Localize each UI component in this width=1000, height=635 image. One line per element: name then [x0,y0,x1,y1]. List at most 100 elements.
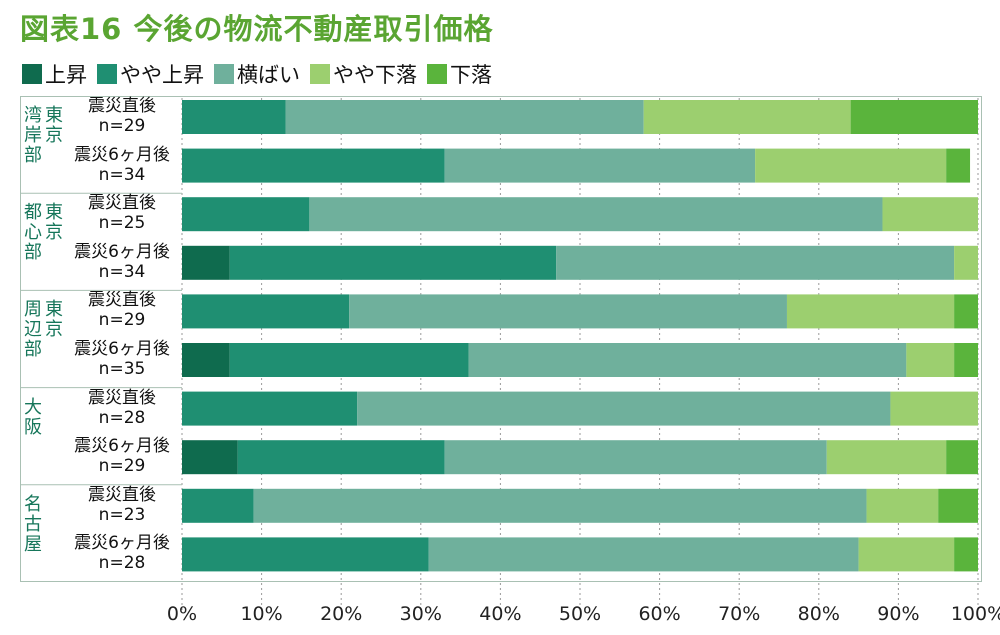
row-n-label: n=34 [98,261,146,282]
bar-segment [229,343,469,377]
bar-segment [237,440,445,475]
legend: 上昇 やや上昇 横ばい やや下落 下落 [22,60,502,88]
region-label: 湾岸部 [24,105,42,166]
legend-item-slight-rise: やや上昇 [97,59,204,89]
row-n-label: n=25 [98,213,146,234]
region-label: 名古屋 [24,493,42,555]
bar-segment [890,391,978,426]
bar-segment [285,100,644,134]
legend-swatch-slight-fall [310,64,330,84]
bar-segment [938,488,978,523]
x-tick-label: 40% [479,603,521,625]
x-tick-label: 90% [877,603,919,625]
row-period-label: 震災6ヶ月後 [74,144,170,165]
bar-segment [182,197,310,232]
row-period-label: 震災6ヶ月後 [74,339,170,359]
bar-segment [858,537,955,572]
x-tick-label: 0% [167,603,197,625]
bar-segment [182,294,350,329]
region-label: 都心部 [24,202,42,264]
bar-segment [428,537,859,572]
region-label-sub: 東京 [45,105,63,146]
row-label: 震災6ヶ月後 n=29 [62,436,182,476]
x-tick-label: 50% [559,603,601,625]
legend-swatch-fall [427,64,447,84]
x-tick-label: 20% [320,603,362,625]
bar-segment [182,488,254,523]
bar-segment [954,294,978,329]
row-label: 震災直後 n=29 [62,290,182,330]
region-label-sub: 東京 [45,299,63,341]
row-label: 震災6ヶ月後 n=34 [62,145,182,185]
x-tick-label: 10% [240,603,282,625]
bar-segment [182,391,358,426]
row-n-label: n=23 [98,504,146,525]
row-n-label: n=28 [98,553,146,574]
bar-segment [946,440,978,475]
region-label: 大阪 [24,396,42,438]
bar-segment [906,343,955,377]
row-label: 震災直後 n=23 [62,485,182,525]
bar-segment [182,148,445,183]
bar-segment [755,148,947,183]
bar-segment [882,197,978,232]
bar-segment [954,537,978,572]
row-label: 震災6ヶ月後 n=35 [62,339,182,379]
bar-segment [444,440,827,475]
bar-segment [357,391,891,426]
row-period-label: 震災直後 [88,484,156,505]
region-label: 周辺部 [24,299,42,361]
legend-item-slight-fall: やや下落 [310,59,417,89]
row-period-label: 震災6ヶ月後 [74,241,170,262]
legend-label-slight-rise: やや上昇 [120,63,204,87]
bar-segment [954,245,978,280]
bar-segment [468,343,907,377]
bar-segment [229,245,557,280]
legend-label-slight-fall: やや下落 [333,63,417,87]
bar-segment [444,148,756,183]
legend-swatch-flat [214,64,234,84]
bar-segment [349,294,787,329]
bar-segment [253,488,867,523]
bar-segment [954,343,978,377]
bar-segment [826,440,947,475]
x-tick-label: 60% [638,603,680,625]
legend-swatch-slight-rise [97,64,117,84]
legend-item-flat: 横ばい [214,59,300,89]
row-label: 震災直後 n=25 [62,193,182,233]
row-n-label: n=29 [98,310,146,331]
x-tick-label: 100% [951,603,1000,625]
legend-item-fall: 下落 [427,59,492,89]
bar-segment [786,294,955,329]
bar-segment [182,343,230,377]
bar-segment [182,440,238,475]
bar-segment [182,245,230,280]
bar-segment [850,100,978,134]
bar-segment [946,148,971,183]
row-label: 震災直後 n=28 [62,388,182,428]
row-label: 震災6ヶ月後 n=34 [62,242,182,282]
bar-segment [556,245,955,280]
legend-swatch-rise [22,64,42,84]
row-period-label: 震災直後 [88,96,156,116]
bar-segment [182,537,429,572]
row-n-label: n=28 [98,407,146,428]
legend-item-rise: 上昇 [22,59,87,89]
bar-segment [643,100,851,134]
row-period-label: 震災6ヶ月後 [74,533,170,554]
x-tick-label: 70% [718,603,760,625]
legend-label-rise: 上昇 [45,63,87,87]
row-label: 震災6ヶ月後 n=28 [62,533,182,573]
legend-label-fall: 下落 [450,63,492,87]
region-label-sub: 東京 [45,202,63,244]
x-tick-label: 80% [798,603,840,625]
x-tick-label: 30% [400,603,442,625]
legend-label-flat: 横ばい [237,63,300,87]
row-n-label: n=29 [98,116,146,136]
bar-segment [182,100,286,134]
chart-title: 図表16 今後の物流不動産取引価格 [20,12,494,46]
row-n-label: n=35 [98,359,146,379]
row-n-label: n=29 [98,456,146,477]
row-period-label: 震災直後 [88,387,156,408]
